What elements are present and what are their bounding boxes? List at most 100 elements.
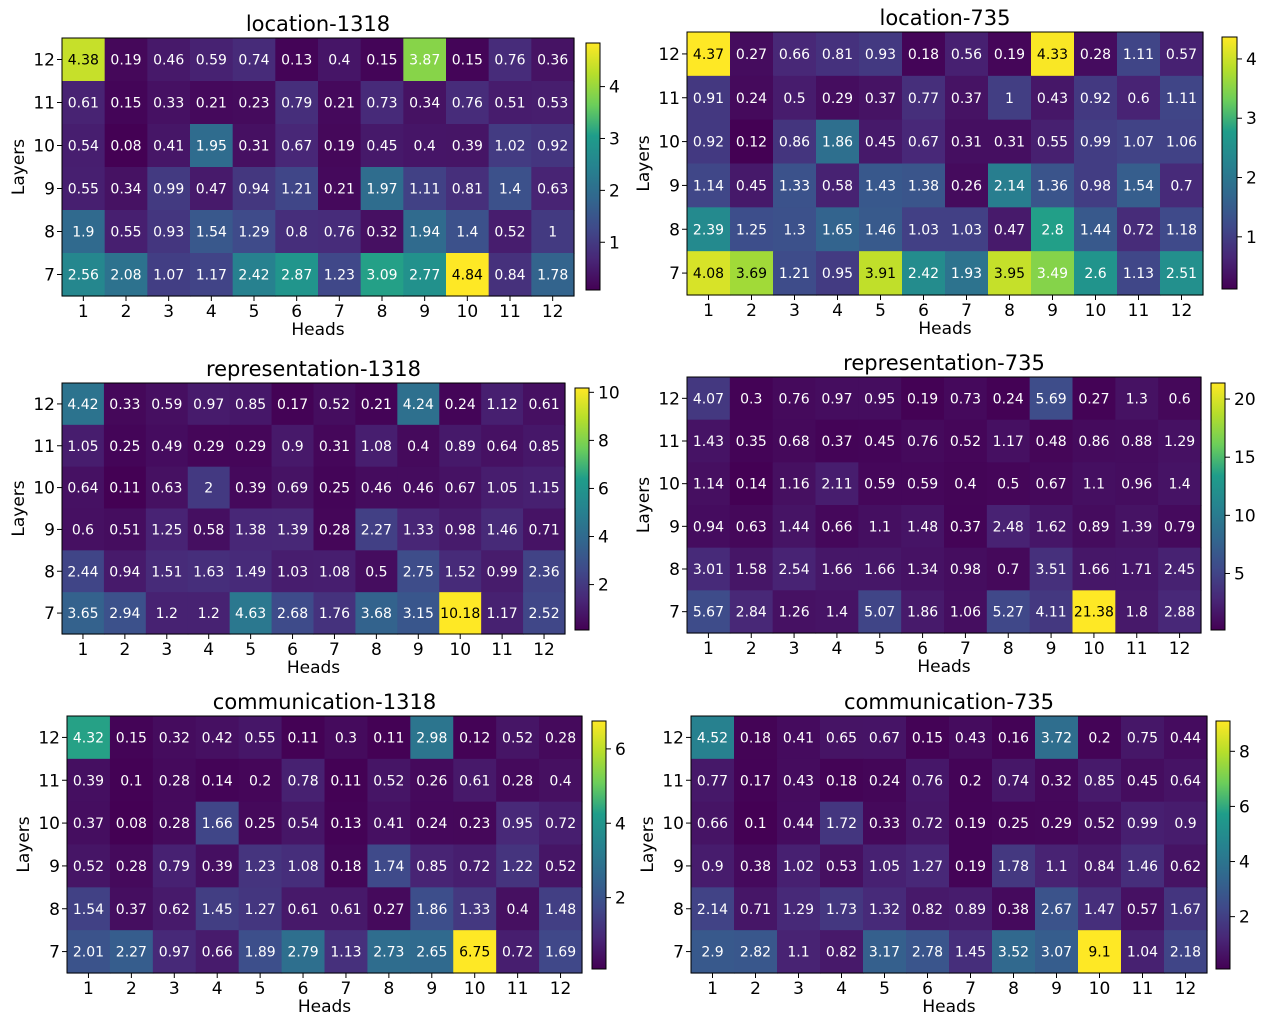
cell-value-label: 1.63: [193, 564, 224, 580]
cell-value-label: 0.1: [744, 816, 766, 832]
x-tick-label: 10: [449, 640, 471, 660]
heatmap-cell: [145, 383, 189, 426]
heatmap-cell: [271, 424, 315, 468]
heatmap-cell: [734, 716, 778, 760]
cell-value-label: 1.49: [235, 564, 266, 580]
cell-value-label: 0.64: [487, 439, 518, 455]
heatmap-cell: [62, 466, 105, 510]
cell-value-label: 0.28: [319, 522, 350, 538]
x-tick-label: 1: [707, 979, 718, 999]
y-tick-label: 11: [33, 94, 55, 114]
heatmap-cell: [944, 419, 988, 463]
heatmap-cell: [1121, 887, 1165, 931]
heatmap-cell: [945, 163, 989, 208]
heatmap-cell: [1074, 163, 1118, 208]
heatmap-cell: [523, 424, 566, 468]
cell-value-label: 0.97: [193, 397, 224, 413]
x-tick-label: 7: [341, 979, 352, 999]
cell-value-label: 0.45: [864, 434, 895, 450]
heatmap-cell: [859, 32, 903, 77]
cell-value-label: 1.67: [1170, 902, 1201, 918]
cell-value-label: 0.23: [459, 816, 490, 832]
cell-value-label: 0.42: [202, 730, 233, 746]
heatmap-cell: [397, 550, 440, 593]
heatmap-cell: [187, 424, 231, 468]
cell-value-label: 0.69: [277, 481, 308, 497]
heatmap-cell: [858, 547, 902, 591]
heatmap-cell: [453, 801, 497, 846]
heatmap-cell: [324, 801, 369, 846]
heatmap-cell: [232, 124, 276, 168]
cell-value-label: 1.66: [202, 816, 233, 832]
heatmap-cell: [109, 930, 154, 974]
cell-value-label: 1.05: [869, 859, 900, 875]
cell-value-label: 0.37: [950, 519, 981, 535]
cell-value-label: 3.15: [403, 606, 434, 622]
cell-value-label: 2.48: [993, 519, 1024, 535]
cell-value-label: 1.94: [409, 225, 440, 241]
colorbar-tick-label: 1: [1246, 228, 1257, 248]
cell-value-label: 3.95: [994, 266, 1025, 282]
cell-value-label: 0.41: [783, 730, 814, 746]
heatmap-cell: [1074, 119, 1118, 165]
x-tick-label: 1: [78, 302, 89, 322]
heatmap-cell: [145, 550, 189, 593]
cell-value-label: 1: [548, 225, 557, 241]
heatmap-cell: [147, 167, 191, 211]
heatmap-cell: [410, 801, 454, 846]
cell-value-label: 0.85: [528, 439, 559, 455]
heatmap-cell: [62, 253, 106, 297]
heatmap-cell: [313, 383, 357, 426]
heatmap-panel: 4.32 0.15 0.32 0.42 0.55 0.11 0.3 0.11 2.98 0.12 0…: [14, 690, 626, 1017]
cell-value-label: 0.92: [537, 139, 568, 155]
cell-value-label: 1.47: [1084, 902, 1115, 918]
heatmap-cell: [1117, 163, 1161, 208]
cell-value-label: 0.4: [328, 53, 350, 69]
cell-value-label: 1.1: [1083, 477, 1105, 493]
heatmap-cell: [313, 424, 357, 468]
heatmap-cell: [439, 550, 482, 593]
y-tick-label: 8: [669, 220, 680, 240]
heatmap-cell: [945, 207, 989, 252]
heatmap-cell: [772, 590, 817, 634]
cell-value-label: 3.07: [1041, 945, 1072, 961]
heatmap-cell: [238, 801, 283, 846]
heatmap-cell: [324, 887, 369, 931]
cell-value-label: 2.84: [736, 605, 767, 621]
cell-value-label: 2.78: [912, 945, 943, 961]
x-tick-label: 2: [746, 639, 757, 659]
x-axis-label: Heads: [918, 319, 971, 339]
cell-value-label: 0.35: [736, 434, 767, 450]
heatmap-cell: [1158, 505, 1202, 549]
heatmap-cell: [949, 716, 993, 760]
colorbar-tick-label: 4: [598, 528, 609, 548]
cell-value-label: 0.26: [951, 178, 982, 194]
heatmap-cell: [318, 38, 362, 82]
cell-value-label: 0.91: [693, 91, 724, 107]
heatmap-cell: [1035, 887, 1079, 931]
cell-value-label: 1.66: [821, 562, 852, 578]
heatmap-cell: [446, 210, 490, 254]
cell-value-label: 1.21: [779, 266, 810, 282]
cell-value-label: 0.67: [869, 730, 900, 746]
heatmap-cell: [531, 124, 575, 168]
cell-value-label: 2.98: [416, 730, 447, 746]
cell-value-label: 0.73: [366, 96, 397, 112]
cell-value-label: 4.52: [697, 730, 728, 746]
heatmap-cell: [986, 590, 1031, 634]
heatmap-cell: [67, 887, 111, 931]
cell-value-label: 2.65: [416, 945, 447, 961]
heatmap-cell: [539, 801, 583, 846]
cell-value-label: 0.88: [1121, 434, 1152, 450]
colorbar-tick-label: 3: [609, 129, 620, 149]
x-tick-label: 7: [334, 302, 345, 322]
y-axis-label: Layers: [638, 816, 658, 872]
heatmap-cell: [863, 716, 907, 760]
x-tick-label: 2: [126, 979, 137, 999]
heatmap-cell: [446, 124, 490, 168]
heatmap-cell: [195, 716, 240, 760]
x-tick-label: 12: [1175, 979, 1197, 999]
heatmap-cell: [1164, 844, 1208, 888]
heatmap-cell: [1074, 75, 1118, 121]
cell-value-label: 1: [1005, 91, 1014, 107]
